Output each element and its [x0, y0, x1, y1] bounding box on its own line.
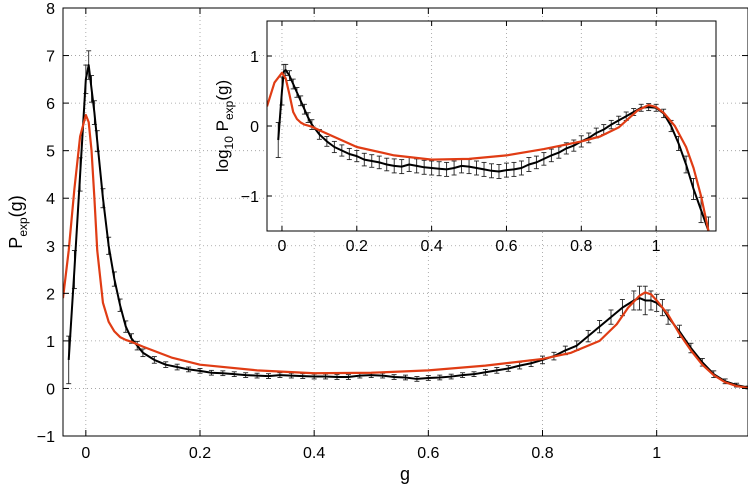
inset-series	[267, 63, 712, 231]
y-axis-title-main: P	[6, 237, 26, 249]
inset-x-tick-label: 0.8	[570, 238, 592, 255]
main-x-tick-label: 0.2	[189, 445, 211, 462]
y-axis-title-sub: exp	[16, 217, 30, 237]
main-x-tick-label: 0.8	[531, 445, 553, 462]
inset-y-title-sub1: 10	[222, 136, 236, 150]
inset-y-title-tail: (g)	[213, 80, 232, 101]
main-y-tick-label: 1	[46, 334, 55, 351]
x-axis-title: g	[400, 464, 410, 484]
main-model-line	[63, 113, 748, 390]
main-series	[63, 50, 748, 390]
main-experiment-line	[67, 64, 748, 389]
main-x-tick-label: 0.6	[417, 445, 439, 462]
inset-model-line	[267, 71, 710, 231]
inset-y-tick-label: 1	[250, 49, 259, 66]
main-y-tick-label: 6	[46, 96, 55, 113]
main-frame	[62, 7, 748, 437]
inset-plot-area	[267, 63, 712, 231]
main-experiment-series	[66, 50, 748, 390]
main-ticks: 0 0.2 0.4 0.6 0.8 1 −1 0 1 2 3 4 5 6 7 8	[37, 1, 748, 462]
inset-ticks: 0 0.2 0.4 0.6 0.8 1 −1 0 1	[241, 21, 716, 255]
inset-y-title-log: log	[213, 149, 232, 172]
inset-x-tick-label: 0.4	[421, 238, 443, 255]
main-y-tick-label: 5	[46, 144, 55, 161]
main-y-tick-label: 7	[46, 49, 55, 66]
inset-model-series	[267, 71, 710, 231]
main-x-tick-label: 0.4	[303, 445, 325, 462]
inset-x-tick-label: 1	[652, 238, 661, 255]
inset-y-title-mid: P	[213, 120, 232, 136]
inset-x-tick-label: 0	[278, 238, 287, 255]
main-y-tick-label: 4	[46, 191, 55, 208]
main-model-series	[63, 113, 748, 390]
y-axis-title-tail: (g)	[6, 195, 26, 217]
main-y-tick-label: 8	[46, 1, 55, 18]
main-plot-area	[63, 50, 748, 390]
inset-y-title-sub2: exp	[222, 100, 236, 120]
inset-chart: 0 0.2 0.4 0.6 0.8 1 −1 0 1 log10 Pexp(g)	[213, 20, 717, 255]
main-y-tick-label: 2	[46, 286, 55, 303]
inset-y-tick-label: −1	[241, 189, 259, 206]
main-y-tick-label: 3	[46, 239, 55, 256]
main-x-tick-label: 0	[81, 445, 90, 462]
inset-x-tick-label: 0.6	[495, 238, 517, 255]
inset-x-tick-label: 0.2	[346, 238, 368, 255]
main-y-tick-label: 0	[46, 381, 55, 398]
y-axis-title: Pexp(g)	[6, 195, 30, 248]
inset-y-axis-title: log10 Pexp(g)	[213, 80, 236, 172]
inset-y-tick-label: 0	[250, 119, 259, 136]
main-y-tick-label: −1	[37, 429, 55, 446]
inset-grid	[267, 21, 716, 231]
main-x-tick-label: 1	[652, 445, 661, 462]
